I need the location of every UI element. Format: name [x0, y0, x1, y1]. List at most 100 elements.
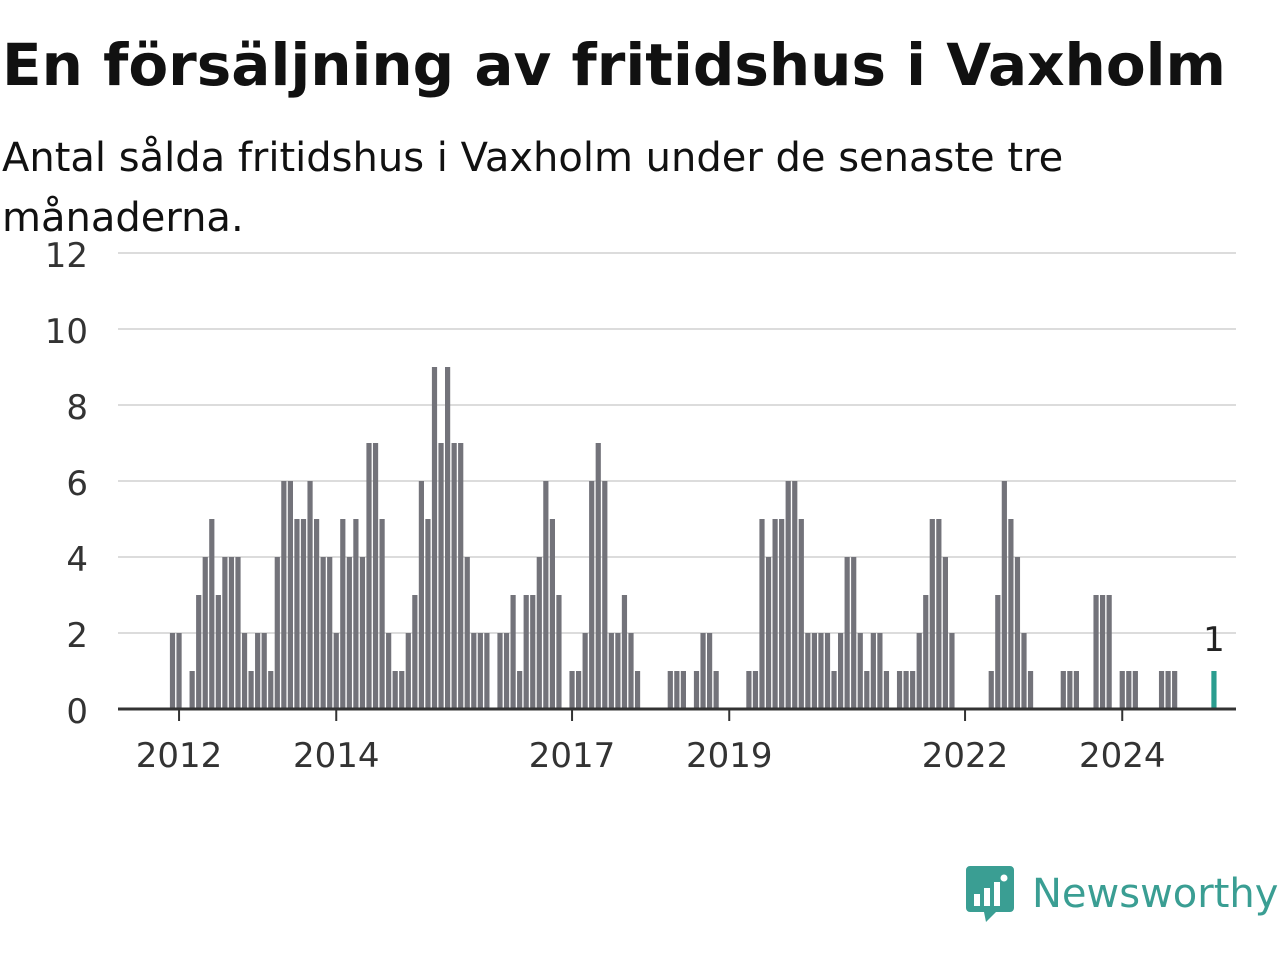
bar — [536, 557, 542, 709]
bar — [995, 595, 1001, 709]
bar — [189, 671, 195, 709]
bar — [1001, 481, 1007, 709]
y-tick-label: 0 — [66, 692, 88, 732]
bar — [883, 671, 890, 709]
bar — [241, 633, 248, 709]
bar — [923, 595, 929, 709]
bar — [903, 671, 909, 709]
bar — [838, 633, 844, 709]
bar — [1008, 519, 1014, 709]
bar — [569, 671, 575, 709]
y-tick-label: 4 — [66, 540, 88, 580]
bar — [425, 519, 431, 709]
brand-name: Newsworthy — [1032, 871, 1279, 917]
bar — [602, 481, 608, 709]
bar — [824, 633, 831, 709]
bar — [936, 519, 942, 709]
bar — [438, 443, 444, 709]
bar — [176, 633, 182, 709]
bar — [497, 633, 503, 709]
bar — [589, 481, 595, 709]
bar — [628, 633, 634, 709]
bar — [418, 481, 424, 709]
bar — [746, 671, 752, 709]
bar — [314, 519, 320, 709]
bar — [340, 519, 346, 709]
y-tick-label: 10 — [45, 312, 88, 352]
bar — [896, 671, 903, 709]
bar — [910, 671, 916, 709]
bar — [353, 519, 359, 709]
bar — [595, 443, 601, 709]
bar — [615, 633, 621, 709]
bar — [445, 367, 451, 709]
bar — [248, 671, 254, 709]
bar — [811, 633, 817, 709]
newsworthy-logo-icon — [966, 866, 1014, 922]
bar — [543, 481, 549, 709]
x-tick-label: 2022 — [922, 736, 1009, 776]
bar — [372, 443, 379, 709]
bar — [556, 595, 562, 709]
bar — [386, 633, 392, 709]
bar — [503, 633, 510, 709]
bar — [634, 671, 641, 709]
bar — [1172, 671, 1178, 709]
bar — [818, 633, 824, 709]
bar — [346, 557, 352, 709]
bar — [765, 557, 772, 709]
bar — [333, 633, 339, 709]
x-tick-label: 2012 — [136, 736, 223, 776]
bar — [693, 671, 700, 709]
bar-chart: 0 2 4 6 8 10 12 1 2012 2014 2017 2019 2022 2024 — [45, 236, 1236, 776]
bar — [759, 519, 765, 709]
bar — [294, 519, 300, 709]
highlight-bar — [1211, 671, 1217, 709]
bar — [988, 671, 994, 709]
bar — [261, 633, 267, 709]
bar — [1106, 595, 1112, 709]
bar — [1132, 671, 1138, 709]
bar — [405, 633, 411, 709]
chart-subtitle: Antal sålda fritidshus i Vaxholm under d… — [2, 135, 1064, 241]
bar — [431, 367, 438, 709]
bar — [752, 671, 759, 709]
bar — [785, 481, 791, 709]
x-tick-label: 2014 — [293, 736, 380, 776]
bar — [281, 481, 287, 709]
bar — [399, 671, 405, 709]
bar-annotation: 1 — [1203, 620, 1225, 660]
bar — [215, 595, 221, 709]
bar — [255, 633, 261, 709]
bar — [667, 671, 673, 709]
bar — [517, 671, 523, 709]
bar — [510, 595, 516, 709]
bar — [1093, 595, 1099, 709]
bar — [464, 557, 470, 709]
bar — [366, 443, 372, 709]
bar — [300, 519, 307, 709]
bar — [477, 633, 483, 709]
bar — [235, 557, 241, 709]
bar — [228, 557, 235, 709]
bar — [877, 633, 883, 709]
bar — [864, 671, 870, 709]
bar — [268, 671, 274, 709]
bar — [772, 519, 778, 709]
bar — [1021, 633, 1027, 709]
bar — [942, 557, 948, 709]
bar — [274, 557, 280, 709]
bar — [870, 633, 876, 709]
x-tick-label: 2024 — [1079, 736, 1166, 776]
x-tick-label: 2019 — [686, 736, 773, 776]
bar — [222, 557, 228, 709]
bar — [674, 671, 680, 709]
bar — [844, 557, 850, 709]
bar — [576, 671, 582, 709]
bar — [805, 633, 811, 709]
bar — [530, 595, 536, 709]
bar — [831, 671, 837, 709]
bar — [320, 557, 326, 709]
bar — [327, 557, 333, 709]
bar — [412, 595, 418, 709]
